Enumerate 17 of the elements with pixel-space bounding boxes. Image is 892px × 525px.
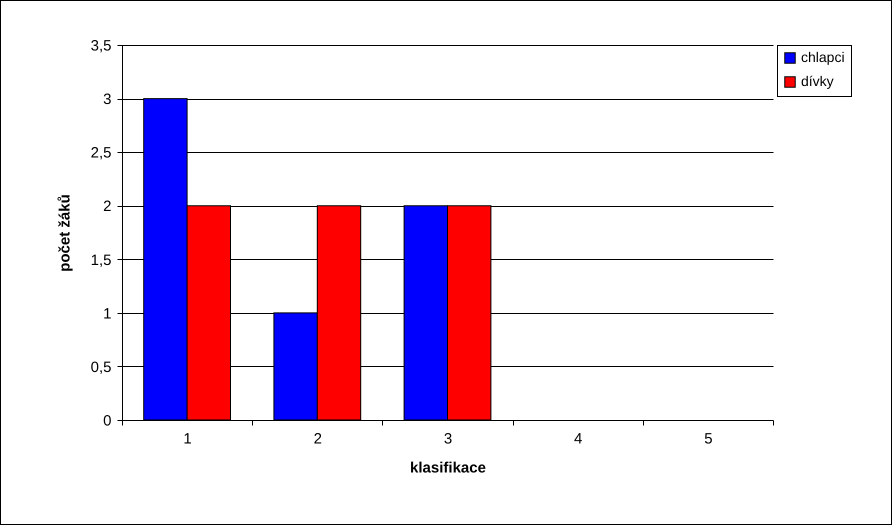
y-tick-label: 3,5	[90, 38, 112, 54]
y-tick-label: 0	[103, 412, 112, 430]
x-tick-label: 4	[574, 430, 582, 448]
y-tick-label: 3	[103, 91, 112, 108]
y-tick-label: 1,5	[90, 252, 112, 269]
x-tick-label: 2	[314, 430, 322, 448]
legend-label: dívky	[801, 73, 834, 89]
y-tick-label: 1	[103, 305, 112, 322]
y-tick-label: 0,5	[90, 358, 112, 376]
legend-label: chlapci	[801, 49, 845, 65]
x-tick-label: 1	[183, 430, 192, 448]
x-tick-label: 3	[444, 430, 452, 448]
y-axis-title: počet žáků	[56, 194, 74, 272]
x-tick-label: 5	[704, 430, 713, 448]
x-axis-title: klasifikace	[410, 460, 486, 476]
y-tick-label: 2	[103, 198, 112, 216]
y-tick-label: 2,5	[90, 144, 112, 162]
